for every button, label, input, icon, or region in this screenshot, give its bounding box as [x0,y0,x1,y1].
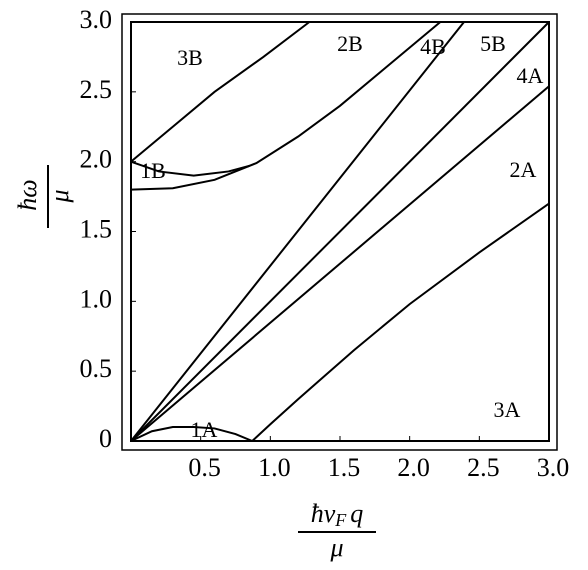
x-label-part: F [334,510,347,530]
curve [130,426,253,442]
x-tick-label: 1.0 [258,453,291,482]
region-label: 1A [191,417,218,442]
region-label: 2A [510,157,537,182]
region-label: 3A [494,397,521,422]
curve [130,85,550,442]
curve [130,21,550,442]
x-label-part: ħv [311,499,336,528]
y-label-numerator: ħω [13,179,42,210]
region-label: 2B [337,31,363,56]
x-label-part: q [350,499,363,528]
curve [130,160,250,177]
y-tick-label: 0.5 [80,354,113,383]
curve [130,21,441,191]
region-label: 3B [177,45,203,70]
x-tick-label: 1.5 [328,453,361,482]
region-label: 5B [480,31,506,56]
y-tick-label: 0 [99,424,112,453]
y-tick-label: 1.0 [80,284,113,313]
y-tick-label: 3.0 [80,5,113,34]
x-tick-label: 2.5 [467,453,500,482]
curve [130,21,310,163]
region-label: 4A [517,63,544,88]
x-tick-label: 2.0 [397,453,430,482]
curve [130,21,465,442]
region-label: 4B [420,34,446,59]
region-label: 1B [140,158,166,183]
x-label-denominator: μ [329,533,343,562]
x-tick-label: 3.0 [537,453,570,482]
x-label-numerator: ħvF q [311,499,364,530]
x-tick-label: 0.5 [188,453,221,482]
curve [251,202,550,442]
y-tick-label: 1.5 [80,214,113,243]
y-label-denominator: μ [45,189,74,203]
outer-frame [121,13,558,451]
y-tick-label: 2.5 [80,75,113,104]
y-tick-label: 2.0 [80,145,113,174]
